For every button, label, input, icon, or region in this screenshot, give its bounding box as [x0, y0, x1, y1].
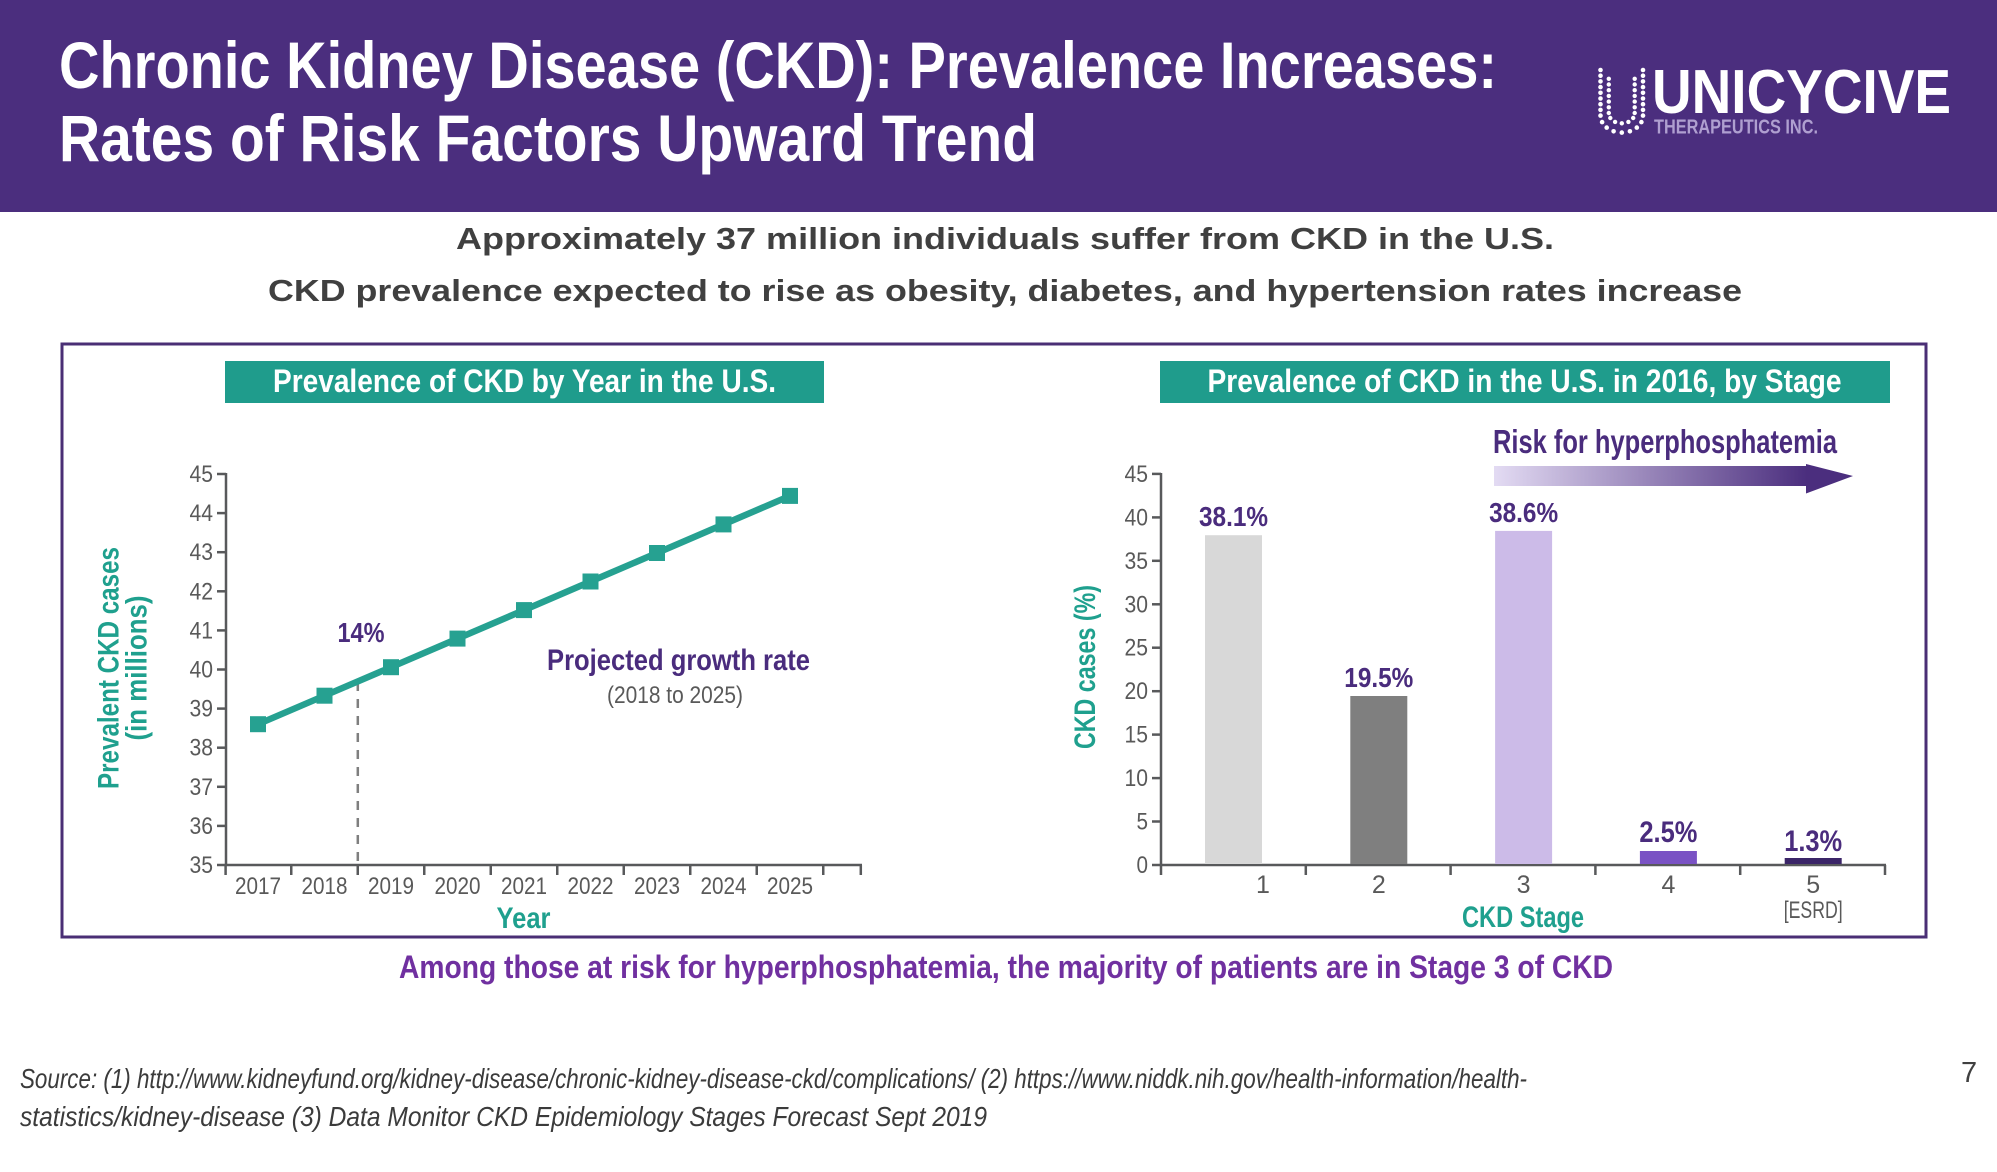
svg-text:CKD prevalence expected to ris: CKD prevalence expected to rise as obesi…	[268, 273, 1742, 308]
svg-text:Risk for hyperphosphatemia: Risk for hyperphosphatemia	[1493, 423, 1837, 460]
svg-text:2017: 2017	[235, 873, 281, 900]
svg-text:THERAPEUTICS INC.: THERAPEUTICS INC.	[1654, 117, 1818, 139]
svg-text:7: 7	[1961, 1057, 1977, 1089]
svg-text:4: 4	[1661, 871, 1675, 899]
svg-text:[ESRD]: [ESRD]	[1784, 897, 1843, 924]
svg-text:(in millions): (in millions)	[121, 596, 154, 741]
svg-text:1.3%: 1.3%	[1784, 825, 1842, 858]
svg-text:2021: 2021	[501, 873, 547, 900]
svg-text:43: 43	[190, 539, 214, 566]
svg-text:40: 40	[190, 657, 214, 684]
svg-text:1: 1	[1256, 871, 1270, 899]
svg-text:45: 45	[1125, 461, 1149, 488]
svg-text:2019: 2019	[368, 873, 414, 900]
svg-text:2.5%: 2.5%	[1639, 816, 1697, 849]
svg-text:2023: 2023	[634, 873, 680, 900]
svg-text:Year: Year	[497, 902, 551, 935]
svg-text:25: 25	[1125, 635, 1149, 662]
svg-text:0: 0	[1137, 852, 1149, 879]
svg-text:Rates of Risk Factors Upward T: Rates of Risk Factors Upward Trend	[59, 101, 1037, 175]
svg-text:2025: 2025	[767, 873, 813, 900]
svg-text:3: 3	[1517, 871, 1531, 899]
svg-text:CKD cases (%): CKD cases (%)	[1069, 585, 1102, 749]
svg-text:38.6%: 38.6%	[1489, 497, 1558, 528]
svg-text:2018: 2018	[302, 873, 348, 900]
svg-text:Chronic Kidney Disease (CKD):: Chronic Kidney Disease (CKD): Prevalence…	[59, 28, 1497, 102]
svg-text:44: 44	[190, 500, 214, 527]
svg-text:Approximately 37 million indiv: Approximately 37 million individuals suf…	[456, 221, 1554, 256]
svg-text:5: 5	[1137, 809, 1149, 836]
svg-text:2: 2	[1372, 871, 1386, 899]
svg-text:Projected growth rate: Projected growth rate	[547, 644, 810, 677]
svg-text:20: 20	[1125, 678, 1149, 705]
svg-text:2024: 2024	[701, 873, 747, 900]
svg-text:40: 40	[1125, 504, 1149, 531]
svg-text:37: 37	[190, 774, 214, 801]
svg-text:UNICYCIVE: UNICYCIVE	[1652, 58, 1951, 127]
svg-text:2020: 2020	[435, 873, 481, 900]
svg-text:38: 38	[190, 735, 214, 762]
svg-text:statistics/kidney-disease (3): statistics/kidney-disease (3) Data Monit…	[20, 1101, 987, 1132]
svg-text:Among those at risk for hyperp: Among those at risk for hyperphosphatemi…	[399, 949, 1613, 985]
svg-text:39: 39	[190, 696, 214, 723]
svg-text:30: 30	[1125, 591, 1149, 618]
svg-text:(2018 to 2025): (2018 to 2025)	[607, 682, 743, 709]
svg-text:Prevalent CKD cases: Prevalent CKD cases	[93, 547, 126, 789]
svg-text:Prevalence of CKD by Year in t: Prevalence of CKD by Year in the U.S.	[273, 363, 776, 399]
svg-text:45: 45	[190, 461, 214, 488]
svg-text:14%: 14%	[338, 617, 385, 648]
svg-text:38.1%: 38.1%	[1199, 501, 1268, 532]
svg-text:35: 35	[190, 852, 214, 879]
svg-text:19.5%: 19.5%	[1344, 662, 1413, 693]
svg-text:10: 10	[1125, 765, 1149, 792]
svg-text:42: 42	[190, 578, 214, 605]
svg-text:15: 15	[1125, 722, 1149, 749]
svg-text:Source: (1) http://www.kidneyf: Source: (1) http://www.kidneyfund.org/ki…	[20, 1063, 1527, 1094]
svg-text:41: 41	[190, 617, 214, 644]
svg-text:Prevalence of CKD in the U.S.: Prevalence of CKD in the U.S. in 2016, b…	[1208, 363, 1842, 399]
svg-text:35: 35	[1125, 548, 1149, 575]
svg-text:36: 36	[190, 813, 214, 840]
svg-text:CKD Stage: CKD Stage	[1462, 901, 1584, 934]
svg-text:5: 5	[1806, 871, 1820, 899]
svg-text:2022: 2022	[568, 873, 614, 900]
